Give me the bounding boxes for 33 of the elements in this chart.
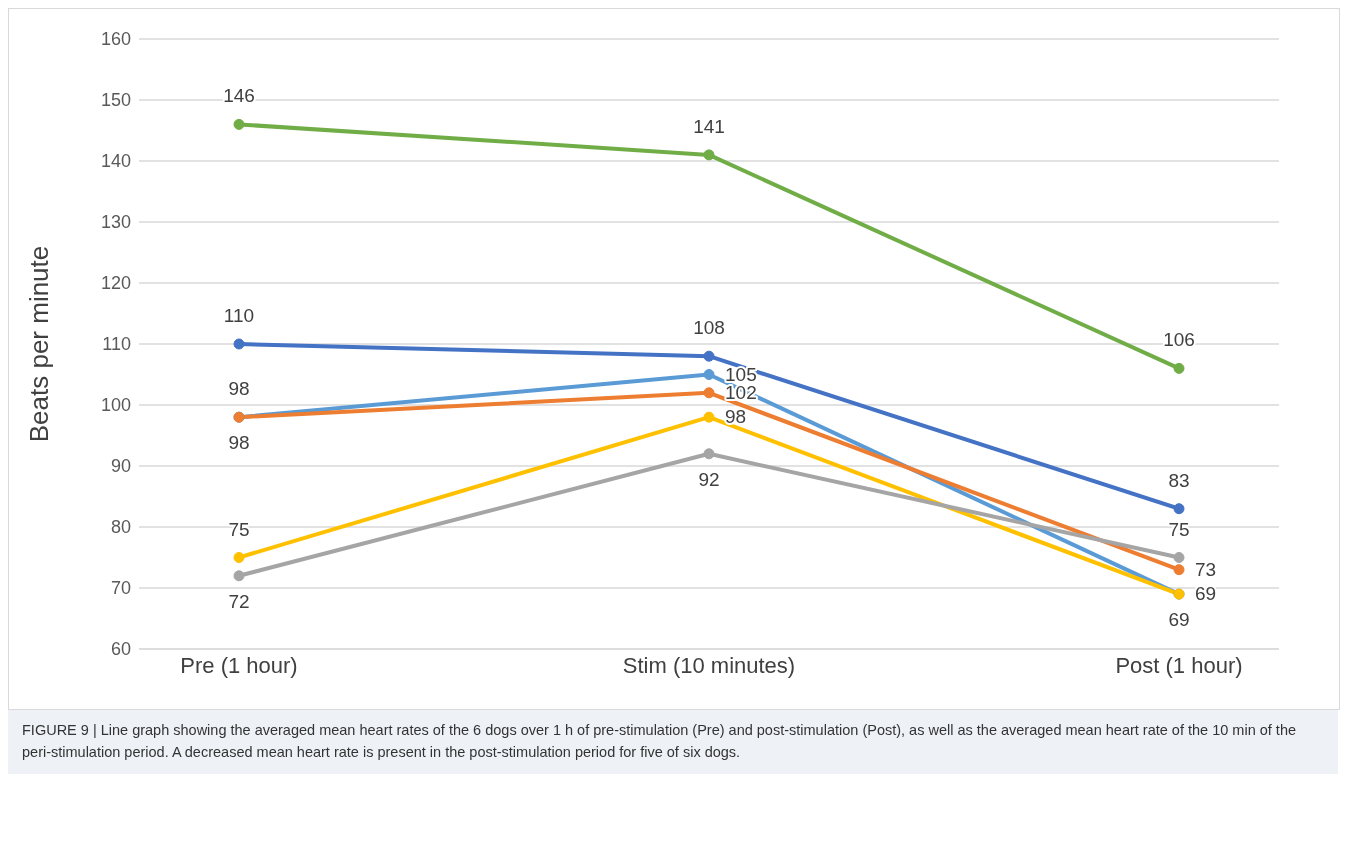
x-tick-label: Post (1 hour)	[1115, 652, 1243, 678]
data-label: 83	[1168, 469, 1190, 491]
data-label: 73	[1195, 558, 1217, 580]
data-label: 108	[693, 317, 725, 339]
data-label: 69	[1195, 583, 1217, 605]
y-tick-label: 70	[110, 578, 131, 599]
x-tick-label: Stim (10 minutes)	[622, 652, 796, 678]
data-label: 75	[228, 518, 250, 540]
y-tick-label: 140	[100, 151, 131, 172]
y-tick-label: 120	[100, 273, 131, 294]
y-tick-label: 90	[110, 456, 131, 477]
y-tick-label: 100	[100, 395, 131, 416]
data-label: 92	[698, 468, 720, 490]
y-tick-label: 130	[100, 212, 131, 233]
y-tick-label: 160	[100, 29, 131, 50]
data-label: 69	[1168, 609, 1190, 631]
y-tick-label: 110	[102, 334, 131, 355]
y-tick-label: 60	[110, 639, 131, 660]
x-tick-label: Pre (1 hour)	[180, 652, 298, 678]
data-label: 98	[228, 378, 250, 400]
data-label: 141	[693, 115, 725, 137]
y-tick-label: 80	[110, 517, 131, 538]
y-tick-label: 150	[100, 90, 131, 111]
y-axis-title: Beats per minute	[24, 245, 55, 443]
data-label: 110	[223, 305, 255, 326]
data-label: 106	[1163, 329, 1195, 351]
data-label: 98	[228, 432, 250, 454]
data-label: 98	[725, 406, 747, 428]
data-label: 72	[228, 590, 250, 612]
data-label: 105	[725, 363, 757, 385]
data-label: 75	[1168, 518, 1190, 540]
data-label: 146	[223, 85, 255, 107]
caption: FIGURE 9 | Line graph showing the averaged mean heart rates of the 6 dogs over 1 h of pre-stimulation (Pre) and post-stimulation (Post), as well as the averaged mean heart rate of the 10 min of the peri-stimulation period. A decreased mean heart rate is present in the post-stimulation period for five of six dogs.	[8, 710, 1338, 774]
